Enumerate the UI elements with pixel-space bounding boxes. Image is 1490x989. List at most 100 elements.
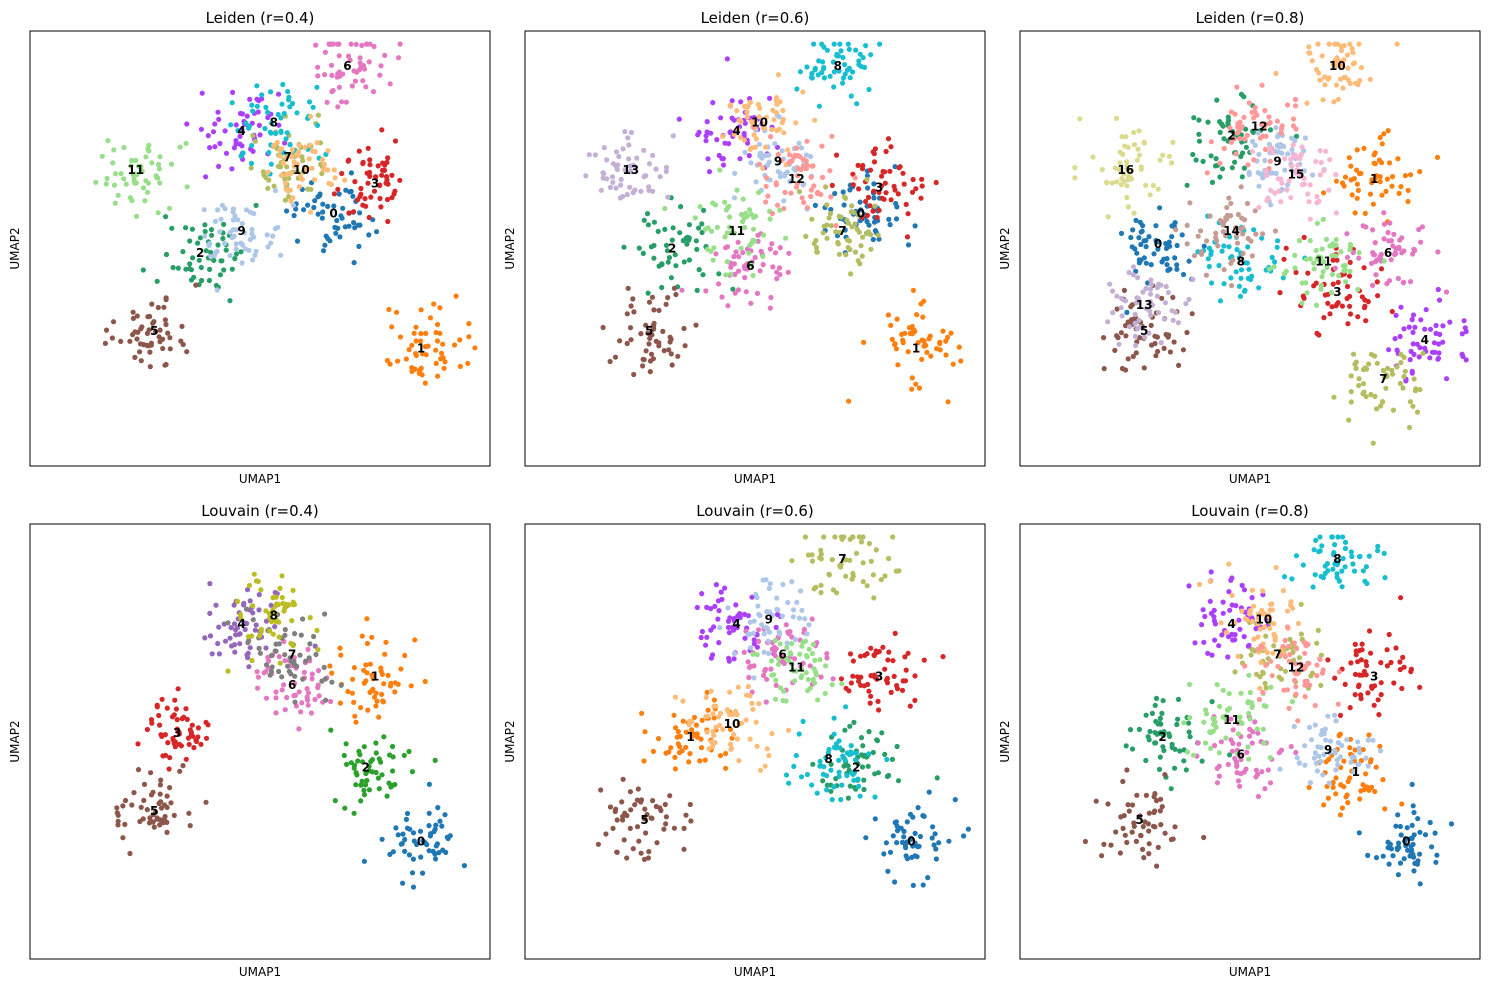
cell-point-cluster-7 xyxy=(1318,682,1324,689)
cell-point-cluster-10 xyxy=(1350,61,1356,67)
cell-point-cluster-6 xyxy=(348,41,354,47)
cell-point-cluster-0 xyxy=(1180,271,1187,278)
cell-point-cluster-3 xyxy=(385,155,391,161)
cell-point-cluster-13 xyxy=(1134,300,1140,306)
cell-point-cluster-5 xyxy=(114,805,120,811)
cell-point-cluster-11 xyxy=(1299,300,1305,306)
cell-point-cluster-13 xyxy=(1136,317,1142,323)
cell-point-cluster-5 xyxy=(1154,334,1160,340)
cell-point-cluster-1 xyxy=(1333,775,1339,781)
cell-point-cluster-1 xyxy=(387,361,393,367)
cell-point-cluster-0 xyxy=(929,835,935,841)
cell-point-cluster-1 xyxy=(1363,771,1369,777)
cell-point-cluster-7 xyxy=(1410,403,1416,409)
cell-point-cluster-2 xyxy=(851,719,857,726)
cell-point-cluster-2 xyxy=(189,226,195,232)
cell-point-cluster-8 xyxy=(1339,584,1345,590)
cell-point-cluster-8 xyxy=(820,59,826,65)
cell-point-cluster-2 xyxy=(934,775,940,781)
cell-point-cluster-3 xyxy=(149,720,155,726)
cell-point-cluster-5 xyxy=(1170,294,1176,300)
cell-point-cluster-8 xyxy=(824,787,830,793)
cell-point-cluster-1 xyxy=(373,690,379,696)
cell-point-cluster-2 xyxy=(368,758,374,765)
cell-point-cluster-1 xyxy=(905,349,911,355)
cell-point-cluster-9 xyxy=(755,603,761,609)
cell-point-cluster-2 xyxy=(1159,710,1165,717)
cell-point-cluster-5 xyxy=(617,338,623,344)
cell-point-cluster-1 xyxy=(1371,152,1377,158)
cell-point-cluster-13 xyxy=(1148,286,1154,292)
cell-point-cluster-7 xyxy=(1394,364,1400,370)
cell-point-cluster-2 xyxy=(659,284,665,291)
cell-point-cluster-5 xyxy=(647,335,653,341)
cell-point-cluster-1 xyxy=(383,639,389,645)
cell-point-cluster-4 xyxy=(216,624,222,630)
cell-point-cluster-16 xyxy=(1072,175,1078,181)
cell-point-cluster-0 xyxy=(904,819,910,825)
cell-point-cluster-1 xyxy=(916,385,923,391)
cell-point-cluster-11 xyxy=(783,235,789,241)
cell-point-cluster-0 xyxy=(434,841,440,847)
cell-point-cluster-5 xyxy=(614,817,620,823)
cell-point-cluster-11 xyxy=(789,641,795,647)
cell-point-cluster-5 xyxy=(1117,850,1123,856)
cell-point-cluster-4 xyxy=(1211,607,1217,614)
cell-point-cluster-1 xyxy=(915,340,921,346)
cell-point-cluster-13 xyxy=(1143,305,1149,312)
cell-point-cluster-2 xyxy=(858,735,865,741)
cell-point-cluster-5 xyxy=(153,329,159,335)
cell-point-cluster-2 xyxy=(1155,721,1161,727)
cell-point-cluster-4 xyxy=(231,621,238,627)
cell-point-cluster-7 xyxy=(824,235,830,241)
cell-point-cluster-11 xyxy=(1210,728,1216,734)
cell-point-cluster-1 xyxy=(376,714,382,720)
cell-point-cluster-13 xyxy=(663,164,670,171)
cell-point-cluster-4 xyxy=(233,141,239,147)
cell-point-cluster-3 xyxy=(167,755,173,761)
cell-point-cluster-0 xyxy=(337,234,343,240)
cell-point-cluster-12 xyxy=(773,180,779,186)
cell-point-cluster-2 xyxy=(1161,729,1167,735)
cell-point-cluster-3 xyxy=(198,741,204,747)
cell-point-cluster-11 xyxy=(111,182,118,188)
cell-point-cluster-3 xyxy=(859,166,866,172)
cell-point-cluster-4 xyxy=(1392,336,1398,342)
cell-point-cluster-2 xyxy=(381,734,387,740)
cell-point-cluster-12 xyxy=(1336,669,1342,675)
cell-point-cluster-12 xyxy=(794,180,801,186)
cell-point-cluster-3 xyxy=(1359,647,1365,653)
cell-point-cluster-5 xyxy=(157,339,163,345)
cell-point-cluster-0 xyxy=(881,851,887,857)
cell-point-cluster-8 xyxy=(1259,235,1265,241)
cell-point-cluster-0 xyxy=(400,880,406,886)
cell-point-cluster-8 xyxy=(314,627,320,634)
cell-point-cluster-5 xyxy=(1137,335,1143,341)
cell-point-cluster-0 xyxy=(1397,823,1403,830)
cell-point-cluster-3 xyxy=(888,689,894,696)
cell-point-cluster-2 xyxy=(190,255,196,261)
cell-point-cluster-13 xyxy=(604,157,610,163)
cell-point-cluster-4 xyxy=(1461,318,1467,324)
cell-point-cluster-12 xyxy=(1266,114,1272,120)
cell-point-cluster-5 xyxy=(1125,802,1131,808)
cell-point-cluster-5 xyxy=(122,821,128,828)
cell-point-cluster-15 xyxy=(1297,155,1303,162)
cell-point-cluster-0 xyxy=(892,879,898,885)
cell-point-cluster-1 xyxy=(392,689,398,695)
cell-point-cluster-2 xyxy=(730,286,736,292)
cell-point-cluster-11 xyxy=(784,645,790,651)
cell-point-cluster-0 xyxy=(1172,220,1178,226)
cell-point-cluster-13 xyxy=(626,142,632,148)
cell-point-cluster-6 xyxy=(328,62,335,68)
cell-point-cluster-4 xyxy=(699,628,706,635)
cell-point-cluster-13 xyxy=(622,129,628,135)
cell-point-cluster-4 xyxy=(212,144,218,150)
cell-point-cluster-9 xyxy=(201,207,207,213)
cell-point-cluster-10 xyxy=(753,719,759,725)
cluster-label-11: 11 xyxy=(728,224,745,238)
cell-point-cluster-1 xyxy=(943,338,949,344)
cell-point-cluster-3 xyxy=(1281,256,1287,262)
cell-point-cluster-3 xyxy=(377,182,383,188)
cell-point-cluster-6 xyxy=(719,294,725,300)
